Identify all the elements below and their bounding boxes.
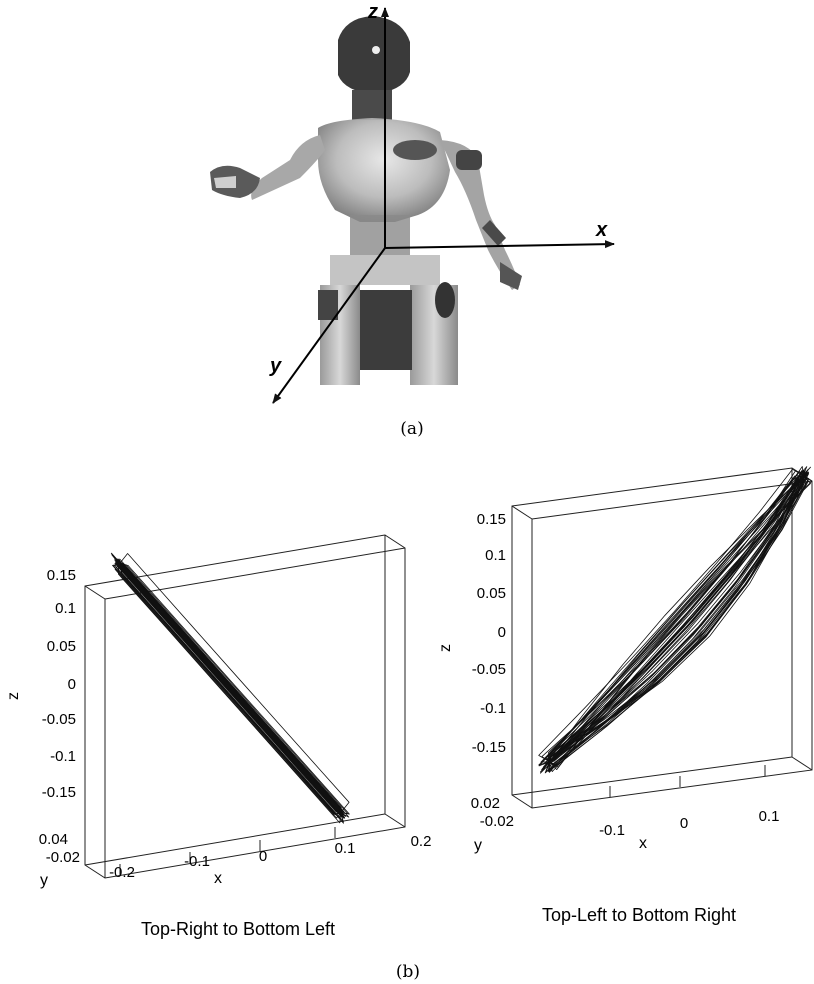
robot-lower-body (318, 255, 458, 385)
z-tick-label: -0.1 (50, 748, 76, 765)
plot-right-ylabel: y (474, 837, 482, 854)
x-tick-label: -0.1 (599, 822, 625, 839)
trajectory-loop (544, 469, 806, 774)
caption-b: (b) (396, 962, 420, 982)
trajectory-loop (115, 563, 348, 814)
z-tick-label: 0.1 (55, 600, 76, 617)
robot-head (338, 16, 410, 120)
plot-right-box (511, 467, 813, 809)
z-axis-label: z (367, 1, 378, 23)
robot-photo (210, 16, 522, 385)
y-tick-label: -0.02 (480, 813, 514, 830)
z-tick-label: -0.05 (472, 661, 506, 678)
plot-right-trajectories (538, 466, 813, 774)
z-tick-label: -0.15 (472, 739, 506, 756)
x-tick-label: 0 (680, 815, 688, 832)
plot-left-z-ticks: 0.15 0.1 0.05 0 -0.05 -0.1 -0.15 (42, 567, 76, 801)
trajectory-loop (547, 470, 807, 772)
robot-arm-right (440, 140, 522, 290)
x-axis-arrow (384, 240, 615, 249)
plot-right-x-ticks: -0.1 0 0.1 (599, 765, 779, 839)
z-tick-label: -0.15 (42, 784, 76, 801)
z-tick-label: 0 (68, 676, 76, 693)
plot-right-z-ticks: 0.15 0.1 0.05 0 -0.05 -0.1 -0.15 (472, 511, 506, 756)
trajectory-loop (114, 557, 344, 817)
plot-left: 0.15 0.1 0.05 0 -0.05 -0.1 -0.15 z -0.2 … (5, 534, 431, 939)
trajectory-loop (114, 563, 350, 815)
plot-left-y-ticks: 0.04 -0.02 (39, 831, 80, 866)
plot-right-y-ticks: 0.02 -0.02 (471, 795, 514, 830)
plot-right-subtitle: Top-Left to Bottom Right (542, 905, 736, 925)
caption-a: (a) (400, 419, 423, 439)
z-tick-label: 0.15 (477, 511, 506, 528)
trajectory-loop (546, 471, 809, 764)
plot-left-trajectories (110, 552, 350, 824)
x-axis-label: x (595, 219, 608, 241)
y-axis-label: y (269, 355, 282, 377)
y-tick-label: -0.02 (46, 849, 80, 866)
plot-left-x-ticks: -0.2 -0.1 0 0.1 0.2 (109, 827, 431, 881)
z-tick-label: 0.15 (47, 567, 76, 584)
y-tick-label: 0.04 (39, 831, 68, 848)
trajectory-loop (114, 557, 344, 817)
y-tick-label: 0.02 (471, 795, 500, 812)
x-tick-label: 0.1 (335, 840, 356, 857)
plot-left-zlabel: z (5, 692, 22, 700)
plot-right: 0.15 0.1 0.05 0 -0.05 -0.1 -0.15 z -0.1 … (437, 466, 813, 925)
robot-axes: z x y (269, 1, 615, 404)
x-tick-label: 0.1 (759, 808, 780, 825)
trajectory-loop (542, 473, 807, 765)
x-tick-label: -0.2 (109, 864, 135, 881)
z-tick-label: -0.05 (42, 711, 76, 728)
x-tick-label: -0.1 (184, 853, 210, 870)
trajectory-loop (540, 474, 808, 763)
z-tick-label: 0.05 (47, 638, 76, 655)
z-tick-label: 0.05 (477, 585, 506, 602)
robot-arm-left (210, 135, 325, 200)
x-tick-label: 0.2 (411, 833, 432, 850)
x-tick-label: 0 (259, 848, 267, 865)
z-tick-label: -0.1 (480, 700, 506, 717)
plot-left-subtitle: Top-Right to Bottom Left (141, 919, 335, 939)
plot-left-xlabel: x (214, 870, 222, 887)
plot-right-zlabel: z (437, 644, 454, 652)
z-tick-label: 0.1 (485, 547, 506, 564)
plot-right-xlabel: x (639, 835, 647, 852)
plot-left-box (84, 534, 406, 879)
plot-left-ylabel: y (40, 872, 48, 889)
trajectory-loop (540, 469, 809, 773)
trajectory-loop (113, 562, 344, 816)
trajectory-loop (545, 471, 811, 770)
y-axis-arrow (272, 247, 386, 404)
trajectory-loop (538, 473, 809, 767)
trajectory-loop (546, 473, 809, 766)
z-tick-label: 0 (498, 624, 506, 641)
trajectory-loop (548, 466, 805, 767)
trajectory-loop (114, 553, 350, 819)
